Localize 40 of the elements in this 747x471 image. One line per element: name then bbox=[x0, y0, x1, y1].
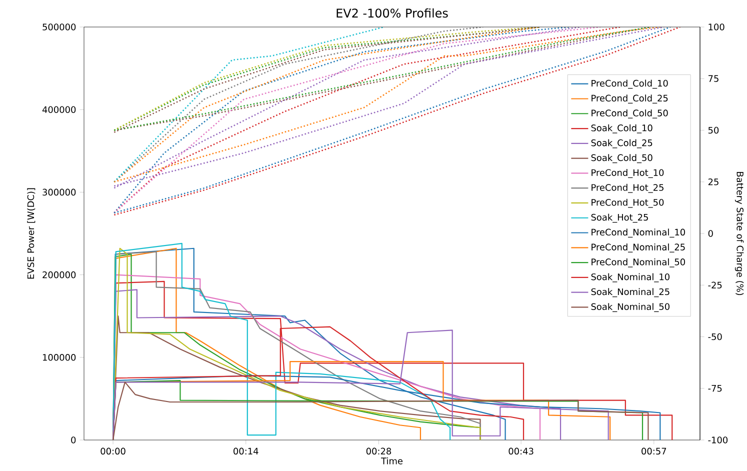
legend-label: PreCond_Cold_25 bbox=[592, 94, 668, 104]
legend-label: Soak_Hot_25 bbox=[591, 214, 648, 223]
y2-axis-title: Battery State of Charge (%) bbox=[734, 172, 744, 296]
y2-tick-label: 100 bbox=[708, 24, 724, 30]
y2-tick-label: 0 bbox=[708, 230, 713, 237]
x-tick-label: 00:14 bbox=[234, 448, 258, 455]
y2-tick-label: 50 bbox=[708, 126, 719, 134]
legend-label: Soak_Nominal_25 bbox=[591, 288, 670, 298]
y-tick-label: 500000 bbox=[42, 24, 76, 30]
x-axis-title: Time bbox=[381, 457, 403, 464]
chart-title: EV2 -100% Profiles bbox=[336, 8, 448, 18]
y2-tick-label: 75 bbox=[708, 75, 718, 82]
legend-label: PreCond_Cold_50 bbox=[592, 109, 668, 118]
legend-label: PreCond_Hot_10 bbox=[592, 169, 664, 178]
y2-tick-label: -75 bbox=[708, 385, 722, 392]
legend-label: PreCond_Hot_25 bbox=[592, 184, 664, 193]
y-tick-label: 300000 bbox=[42, 188, 76, 196]
legend-label: Soak_Cold_50 bbox=[591, 154, 652, 164]
legend-label: Soak_Nominal_50 bbox=[591, 303, 670, 312]
legend-label: PreCond_Nominal_10 bbox=[592, 228, 685, 238]
y2-tick-label: -25 bbox=[708, 282, 722, 289]
x-tick-label: 00:43 bbox=[508, 448, 534, 455]
y-axis-title: EVSE Power [W(DC)] bbox=[27, 188, 36, 279]
y-tick-label: 200000 bbox=[42, 271, 76, 278]
legend-label: PreCond_Nominal_50 bbox=[592, 258, 685, 268]
legend-label: Soak_Nominal_10 bbox=[591, 273, 670, 282]
legend-label: Soak_Cold_25 bbox=[591, 139, 652, 148]
y2-tick-label: 25 bbox=[708, 178, 718, 186]
legend-label: Soak_Cold_10 bbox=[591, 124, 652, 134]
legend-label: PreCond_Hot_50 bbox=[592, 198, 664, 208]
y2-tick-label: -100 bbox=[708, 436, 728, 444]
y-tick-label: 100000 bbox=[42, 354, 76, 361]
y2-tick-label: -50 bbox=[708, 333, 722, 340]
legend-label: PreCond_Cold_10 bbox=[592, 80, 668, 89]
y-tick-label: 0 bbox=[71, 436, 76, 444]
x-tick-label: 00:28 bbox=[366, 448, 392, 455]
legend-label: PreCond_Nominal_25 bbox=[592, 244, 685, 252]
x-tick-label: 00:00 bbox=[100, 448, 126, 455]
x-tick-label: 00:57 bbox=[642, 448, 666, 455]
y-tick-label: 400000 bbox=[42, 106, 76, 113]
